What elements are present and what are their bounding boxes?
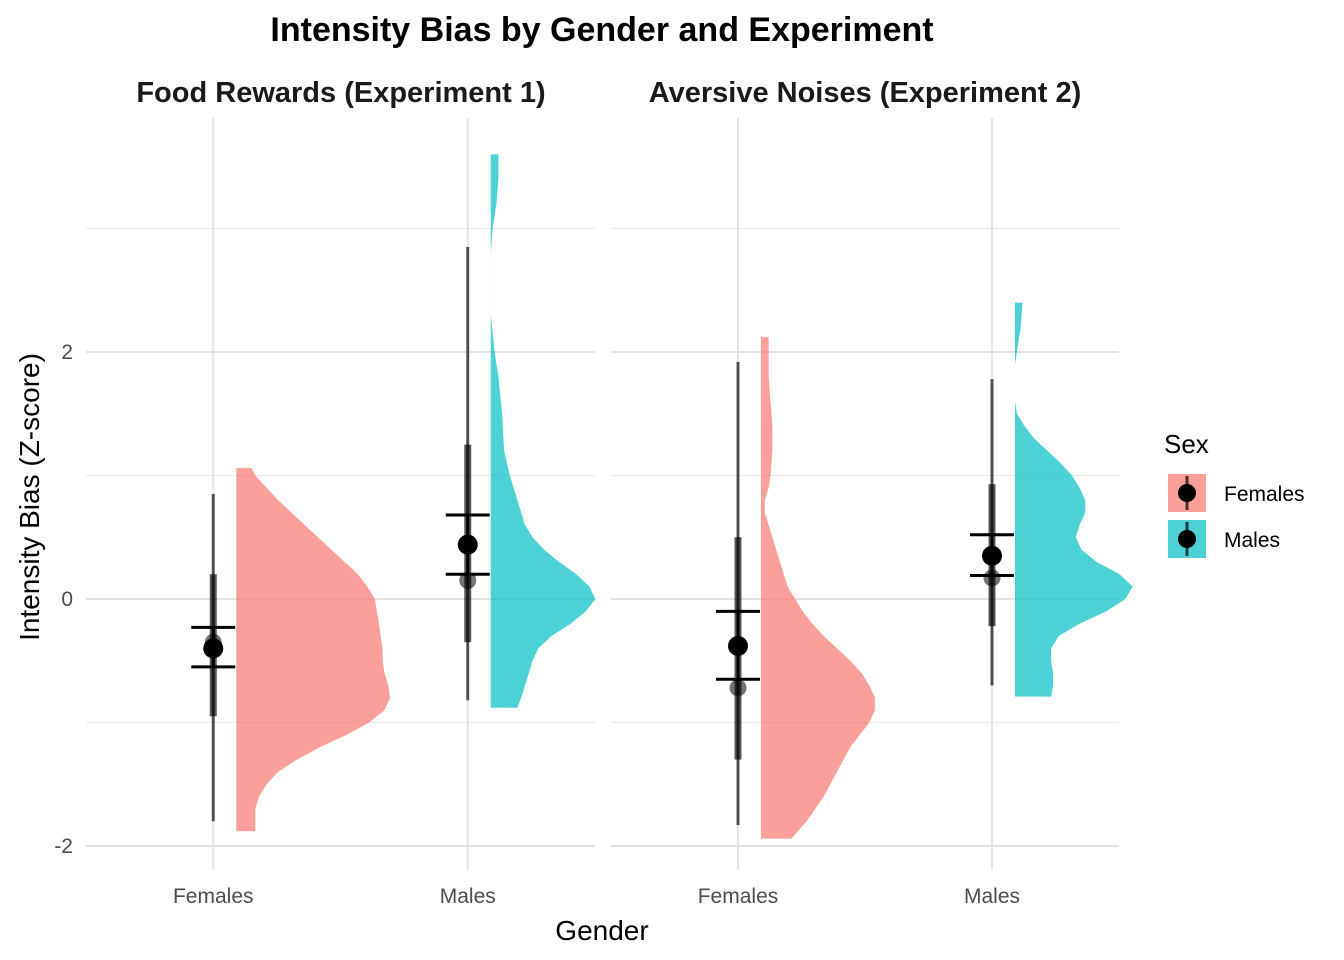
- median-point: [459, 571, 477, 589]
- x-tick-label: Males: [964, 885, 1020, 908]
- panel-1-strip-label: Food Rewards (Experiment 1): [136, 77, 545, 109]
- violin-males: [1015, 302, 1133, 697]
- legend: Sex Females Males: [1164, 429, 1305, 558]
- x-tick-label: Males: [440, 885, 496, 908]
- tick-labels: Females Males Females Males -2 0 2: [54, 341, 1020, 908]
- violin-females: [761, 337, 875, 839]
- violin-females: [236, 468, 391, 832]
- mean-point: [982, 545, 1002, 566]
- y-tick-label: -2: [54, 835, 73, 858]
- legend-title: Sex: [1164, 429, 1209, 459]
- legend-label-males: Males: [1224, 529, 1280, 552]
- legend-entry-females: Females: [1168, 474, 1305, 512]
- median-point: [983, 569, 1001, 587]
- y-tick-label: 2: [61, 341, 73, 364]
- data-layer: [191, 154, 1133, 839]
- legend-label-females: Females: [1224, 483, 1305, 506]
- mean-point: [203, 638, 224, 659]
- y-tick-label: 0: [61, 588, 73, 611]
- y-axis-title: Intensity Bias (Z-score): [14, 353, 45, 641]
- mean-point: [457, 534, 478, 555]
- x-tick-label: Females: [698, 885, 779, 908]
- x-tick-label: Females: [173, 885, 254, 908]
- panel-2-strip-label: Aversive Noises (Experiment 2): [649, 77, 1082, 109]
- chart-title: Intensity Bias by Gender and Experiment: [270, 11, 933, 49]
- x-axis-title: Gender: [555, 915, 648, 946]
- legend-entry-males: Males: [1168, 520, 1280, 558]
- legend-key-males-dot: [1178, 530, 1196, 548]
- legend-key-females-dot: [1178, 484, 1196, 502]
- median-point: [729, 679, 747, 697]
- mean-point: [728, 635, 748, 656]
- violin-males: [490, 154, 596, 708]
